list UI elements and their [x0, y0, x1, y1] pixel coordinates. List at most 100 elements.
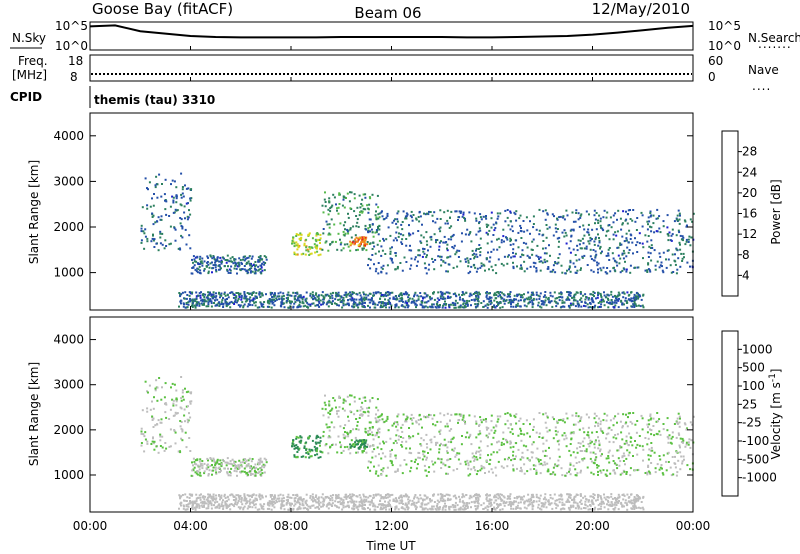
data-cell	[460, 210, 463, 213]
data-cell	[401, 294, 403, 297]
data-cell	[309, 507, 312, 509]
data-cell	[468, 497, 471, 500]
data-cell	[308, 246, 311, 248]
data-cell	[207, 503, 210, 506]
data-cell	[338, 406, 341, 409]
data-cell	[182, 398, 185, 401]
data-cell	[154, 184, 157, 187]
data-cell	[487, 224, 490, 227]
data-cell	[396, 239, 398, 242]
data-cell	[443, 211, 446, 214]
data-cell	[525, 419, 528, 422]
data-cell	[631, 444, 634, 447]
data-cell	[542, 413, 545, 416]
data-cell	[192, 261, 194, 264]
data-cell	[423, 212, 425, 215]
data-cell	[254, 474, 257, 477]
data-cell	[240, 464, 243, 467]
data-cell	[493, 431, 496, 434]
data-cell	[618, 297, 620, 300]
data-cell	[417, 230, 420, 232]
data-cell	[433, 470, 436, 473]
data-cell	[561, 299, 564, 302]
data-cell	[572, 302, 575, 305]
data-cell	[552, 264, 555, 267]
data-cell	[233, 259, 236, 262]
data-cell	[358, 236, 361, 239]
data-cell	[305, 297, 308, 300]
data-cell	[574, 254, 577, 256]
data-cell	[310, 246, 313, 249]
data-cell	[344, 496, 347, 498]
data-cell	[548, 446, 550, 449]
data-cell	[249, 292, 252, 295]
data-cell	[630, 499, 633, 502]
data-cell	[615, 301, 618, 304]
data-cell	[474, 469, 477, 472]
data-cell	[422, 297, 424, 300]
data-cell	[630, 297, 633, 300]
data-cell	[506, 412, 509, 415]
data-cell	[495, 294, 498, 296]
data-cell	[535, 228, 538, 231]
data-cell	[458, 249, 461, 252]
data-cell	[485, 231, 488, 234]
data-cell	[611, 503, 614, 506]
data-cell	[208, 266, 211, 269]
data-cell	[374, 417, 377, 420]
data-cell	[252, 502, 255, 505]
data-cell	[441, 294, 444, 297]
data-cell	[547, 297, 550, 299]
data-cell	[641, 506, 644, 509]
data-cell	[417, 456, 420, 459]
data-cell	[461, 418, 464, 421]
data-cell	[396, 469, 399, 472]
data-cell	[164, 402, 166, 405]
data-cell	[429, 295, 431, 298]
data-cell	[551, 497, 554, 500]
data-cell	[292, 440, 295, 443]
data-cell	[254, 261, 257, 263]
data-cell	[375, 406, 378, 409]
data-cell	[347, 415, 349, 418]
data-cell	[576, 300, 579, 303]
data-cell	[378, 415, 381, 418]
data-cell	[508, 495, 511, 498]
data-cell	[493, 501, 496, 504]
data-cell	[564, 272, 567, 275]
data-cell	[248, 298, 251, 301]
data-cell	[529, 265, 532, 268]
data-cell	[417, 432, 420, 435]
data-cell	[399, 297, 402, 300]
data-cell	[547, 468, 550, 471]
data-cell	[409, 470, 412, 473]
data-cell	[682, 455, 685, 458]
data-cell	[355, 236, 358, 239]
data-cell	[428, 466, 431, 469]
data-cell	[174, 208, 177, 211]
data-cell	[426, 243, 429, 246]
data-cell	[518, 293, 521, 296]
data-cell	[342, 224, 345, 227]
data-cell	[438, 241, 441, 244]
data-cell	[341, 204, 344, 207]
data-cell	[232, 262, 235, 265]
data-cell	[612, 441, 615, 444]
data-cell	[500, 441, 503, 444]
data-cell	[530, 294, 533, 296]
data-cell	[306, 301, 309, 304]
data-cell	[161, 446, 164, 449]
data-cell	[637, 499, 640, 502]
data-cell	[200, 291, 202, 294]
data-cell	[634, 237, 636, 240]
data-cell	[439, 412, 442, 415]
data-cell	[243, 461, 246, 464]
data-cell	[580, 503, 583, 505]
data-cell	[380, 254, 383, 257]
data-cell	[233, 258, 236, 260]
data-cell	[507, 295, 510, 297]
data-cell	[454, 508, 457, 511]
data-cell	[319, 444, 321, 447]
data-cell	[440, 442, 442, 445]
data-cell	[361, 439, 364, 442]
